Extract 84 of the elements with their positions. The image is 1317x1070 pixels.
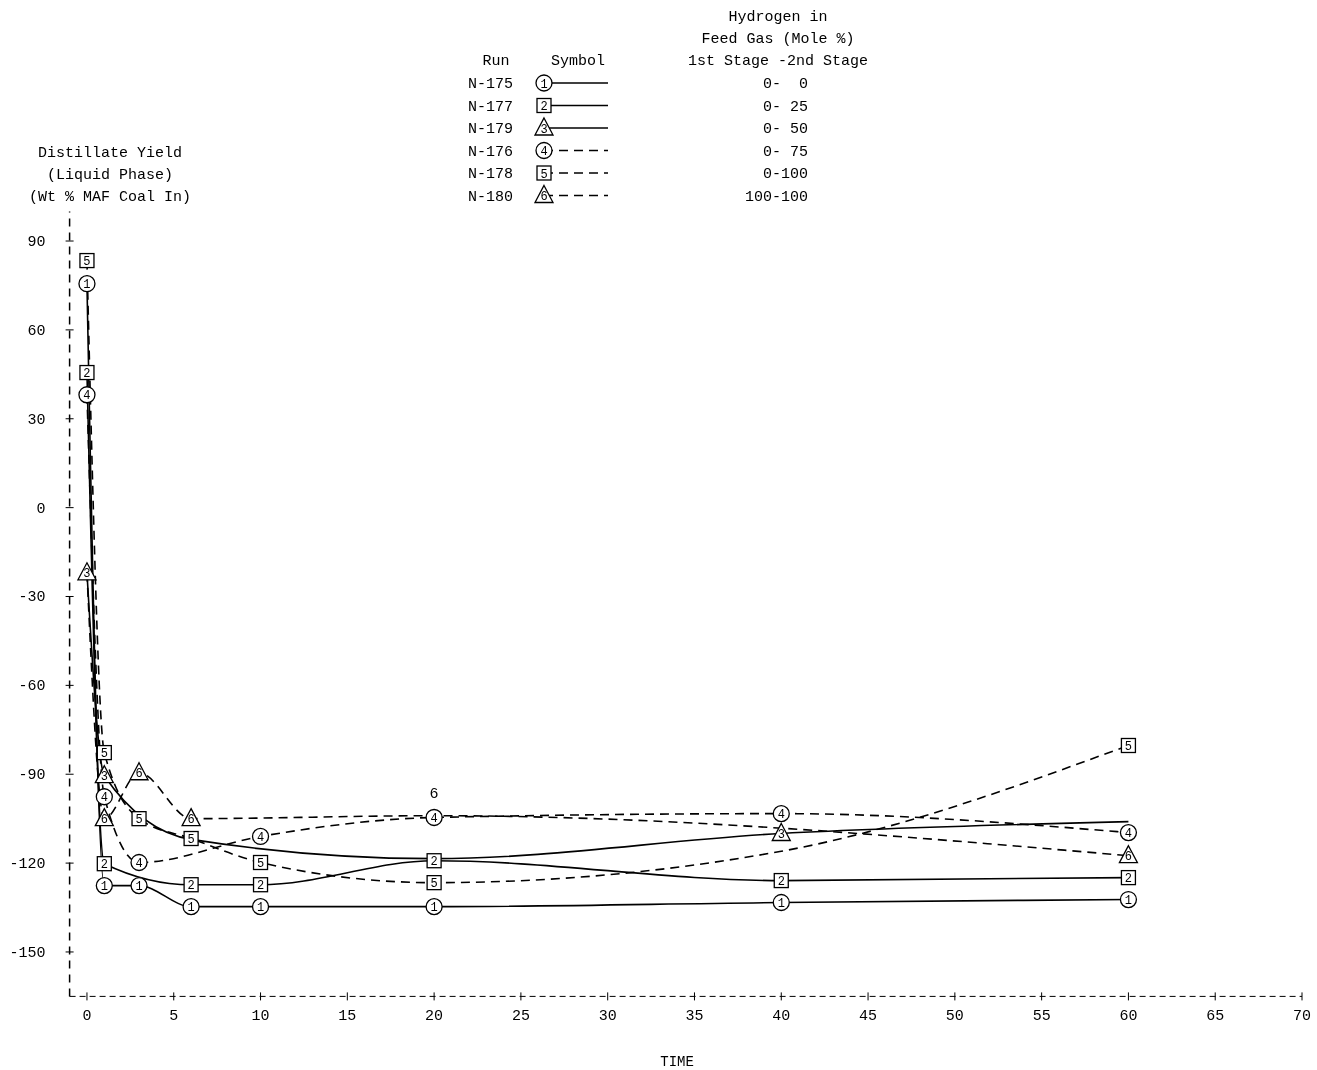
- text: 2: [540, 100, 548, 114]
- text: 4: [540, 145, 548, 159]
- y-tick-label: 0: [36, 500, 46, 518]
- annotation: 4: [256, 830, 265, 845]
- x-tick-label: 50: [945, 1008, 964, 1026]
- legend-title: Run: [482, 53, 510, 70]
- annotation: 5: [430, 877, 438, 892]
- legend-label: N-179: [468, 121, 514, 138]
- legend-label: N-178: [468, 166, 514, 183]
- annotation: 1: [135, 880, 143, 895]
- x-tick-label: 70: [1292, 1008, 1312, 1026]
- annotation: 1: [256, 901, 265, 916]
- text: 1: [540, 77, 548, 92]
- annotation: 1: [187, 901, 195, 916]
- annotation: 3: [777, 827, 785, 842]
- text: 3: [540, 122, 548, 137]
- x-tick-label: 5: [169, 1008, 179, 1026]
- annotation: 6: [100, 813, 108, 828]
- annotation: 4: [135, 857, 143, 872]
- x-tick-label: 10: [251, 1008, 270, 1026]
- x-tick-label: 35: [685, 1008, 704, 1026]
- legend-label: N-177: [468, 98, 514, 116]
- legend-label: N-176: [468, 143, 514, 161]
- x-tick-label: 45: [859, 1008, 878, 1026]
- legend-label: N-180: [468, 188, 514, 206]
- text: 0-100: [762, 166, 808, 183]
- annotation: 1: [777, 897, 785, 911]
- annotation: 5: [1124, 740, 1133, 754]
- x-axis-title: TIME: [660, 1054, 694, 1070]
- x-tick-label: 65: [1206, 1008, 1225, 1026]
- annotation: 2: [256, 879, 265, 894]
- annotation: 6: [1124, 850, 1133, 865]
- annotation: 5: [256, 857, 265, 872]
- annotation: 1: [430, 901, 438, 916]
- x-tick-label: 20: [425, 1008, 444, 1026]
- x-tick-label: 60: [1119, 1008, 1138, 1026]
- text: 0- 50: [762, 121, 808, 138]
- x-tick-label: 15: [338, 1008, 357, 1026]
- annotation: 3: [83, 567, 91, 582]
- annotation: 1: [100, 880, 108, 895]
- text: 6: [540, 190, 548, 204]
- legend-label: N-175: [468, 76, 514, 93]
- text: Hydrogen in Feed Gas (Mole %) 1st Stage -2nd Stage: [687, 9, 869, 70]
- annotation: 2: [187, 879, 195, 894]
- y-tick-label: 60: [27, 322, 46, 340]
- annotation: 6: [187, 813, 195, 828]
- annotation: 1: [83, 278, 91, 293]
- annotation: 2: [83, 367, 91, 382]
- text: 0- 75: [762, 143, 808, 161]
- y-tick-label: -120: [9, 856, 46, 874]
- annotation: 5: [135, 813, 143, 828]
- annotation: 6: [429, 785, 439, 803]
- annotation: 4: [83, 389, 91, 404]
- y-tick-label: 30: [27, 411, 46, 429]
- text: 5: [540, 167, 548, 182]
- y-tick-label: -60: [18, 678, 46, 696]
- annotation: 1: [1124, 894, 1133, 909]
- annotation: 3: [100, 770, 108, 785]
- annotation: 4: [430, 811, 438, 826]
- annotation: 4: [100, 791, 108, 806]
- text: 0- 0: [762, 76, 808, 93]
- y-tick-label: 90: [27, 234, 46, 252]
- annotation: 5: [100, 747, 108, 762]
- annotation: 5: [83, 255, 91, 270]
- annotation: 2: [1124, 872, 1133, 887]
- y-axis-title: Distillate Yield (Liquid Phase) (Wt % MAF Coal In): [28, 145, 192, 206]
- annotation: 2: [777, 875, 785, 890]
- y-tick-label: -150: [9, 944, 46, 962]
- annotation: 6: [135, 767, 143, 782]
- x-tick-label: 40: [772, 1008, 791, 1026]
- y-tick-label: -90: [18, 767, 46, 785]
- x-tick-label: 0: [82, 1008, 92, 1026]
- x-tick-label: 25: [511, 1008, 530, 1026]
- y-tick-label: -30: [18, 589, 46, 607]
- annotation: 5: [187, 833, 195, 848]
- x-tick-label: 30: [598, 1008, 617, 1026]
- annotation: 4: [1124, 827, 1133, 842]
- text: 0- 25: [762, 98, 808, 116]
- annotation: 2: [100, 858, 108, 873]
- x-tick-label: 55: [1032, 1008, 1051, 1026]
- text: 100-100: [744, 188, 808, 206]
- annotation: 4: [777, 808, 785, 823]
- text: Symbol: [550, 53, 606, 70]
- annotation: 2: [430, 855, 438, 870]
